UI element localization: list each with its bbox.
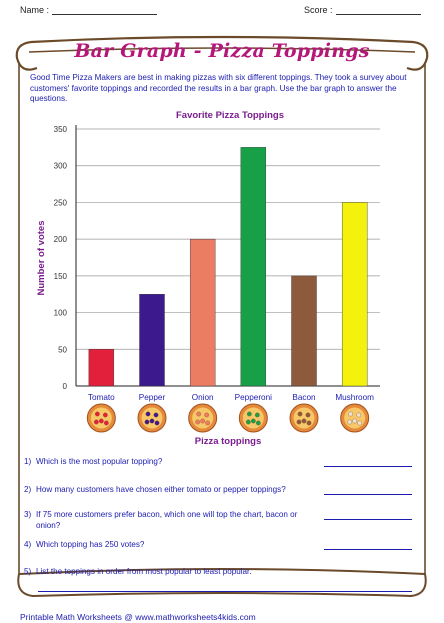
x-tick-label: Pepperoni (235, 393, 273, 402)
x-tick-label: Bacon (292, 393, 316, 402)
y-tick-label: 200 (54, 235, 68, 244)
pizza-icon (238, 403, 268, 433)
y-tick-label: 300 (54, 162, 68, 171)
bar-mushroom (341, 202, 368, 387)
answer-line[interactable] (324, 519, 412, 520)
question-number: 4) (24, 540, 32, 549)
question-number: 3) (24, 510, 32, 519)
bar-onion (189, 238, 216, 387)
question-number: 5) (24, 567, 32, 576)
bar-pepper (139, 294, 165, 387)
y-tick-label: 0 (63, 382, 68, 391)
scroll-frame (15, 35, 429, 598)
score-label: Score : (304, 5, 333, 15)
x-tick-label: Tomato (88, 393, 115, 402)
y-tick-label: 100 (54, 309, 68, 318)
pizza-icon (340, 403, 370, 433)
answer-line[interactable] (324, 466, 412, 467)
bar-pepperoni (240, 147, 267, 387)
y-tick-label: 350 (54, 125, 68, 134)
footer-text: Printable Math Worksheets @ www.mathwork… (20, 612, 256, 622)
x-tick-label: Pepper (139, 393, 166, 402)
pizza-icon (137, 403, 167, 433)
question-text: How many customers have chosen either to… (36, 485, 286, 494)
name-line[interactable] (52, 14, 157, 15)
pizza-icon (86, 403, 116, 433)
bar-chart: 0 50 100 150 200 250 300 350 Tomato Pepper Onion Pe… (36, 125, 380, 447)
question-text: If 75 more customers prefer bacon, which… (36, 510, 298, 530)
question-text: Which is the most popular topping? (36, 457, 163, 466)
bar-bacon (291, 275, 317, 387)
pizza-icon (188, 403, 218, 433)
x-axis-label: Pizza toppings (195, 436, 262, 447)
question-number: 2) (24, 485, 32, 494)
answer-line[interactable] (324, 494, 412, 495)
bar-tomato (88, 349, 115, 387)
page-title: Bar Graph - Pizza Toppings (74, 40, 370, 62)
chart-title: Favorite Pizza Toppings (175, 110, 285, 121)
score-line[interactable] (336, 14, 421, 15)
pizza-icon (289, 403, 319, 433)
question-text: List the toppings in order from most pop… (36, 567, 252, 576)
name-label: Name : (20, 5, 50, 15)
x-tick-label: Mushroom (335, 393, 374, 402)
y-axis-label: Number of votes (36, 221, 47, 296)
x-tick-label: Onion (192, 393, 214, 402)
intro-text: Good Time Pizza Makers are best in makin… (30, 73, 407, 103)
answer-line[interactable] (324, 549, 412, 550)
y-tick-label: 250 (54, 198, 68, 207)
question-number: 1) (24, 457, 32, 466)
answer-line[interactable] (38, 591, 412, 592)
y-tick-label: 150 (54, 272, 68, 281)
y-tick-label: 50 (58, 345, 67, 354)
question-text: Which topping has 250 votes? (36, 540, 145, 549)
